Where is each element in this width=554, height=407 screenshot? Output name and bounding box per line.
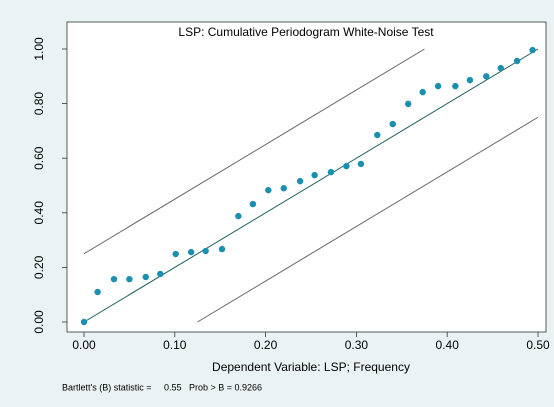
point [94, 288, 101, 296]
point [296, 177, 304, 185]
point [483, 73, 490, 80]
point [280, 185, 287, 192]
point [513, 57, 521, 65]
point [374, 131, 381, 139]
point [404, 100, 412, 108]
point [157, 270, 164, 278]
point [187, 248, 195, 256]
point [327, 168, 335, 176]
point [126, 275, 133, 283]
y-tick-label: 0.80 [32, 92, 46, 116]
point [311, 171, 318, 179]
x-tick-label: 0.30 [345, 338, 369, 352]
x-tick-label: 0.00 [72, 338, 96, 352]
y-tick-label: 0.40 [32, 201, 46, 225]
point [218, 245, 226, 253]
point [142, 273, 149, 281]
y-tick-label: 0.00 [32, 310, 46, 334]
point [202, 247, 209, 255]
x-tick-label: 0.10 [163, 338, 187, 352]
point [529, 46, 536, 54]
point [80, 318, 88, 326]
point [110, 275, 118, 283]
point [497, 64, 504, 72]
point [235, 212, 242, 220]
point [389, 120, 396, 128]
point [419, 88, 426, 96]
point [172, 250, 179, 258]
point [357, 160, 365, 168]
y-tick-label: 1.00 [32, 37, 46, 61]
reference-line [197, 116, 539, 323]
point [249, 200, 257, 208]
reference-line [83, 48, 425, 255]
x-tick-label: 0.40 [436, 338, 460, 352]
note: Bartlett's (B) statistic = 0.55 Prob > B… [62, 382, 262, 392]
point [466, 76, 474, 84]
y-tick-label: 0.60 [32, 146, 46, 170]
y-tick-label: 0.20 [32, 255, 46, 279]
x-tick-label: 0.50 [526, 338, 550, 352]
x-axis-label: Dependent Variable: LSP; Frequency [212, 360, 410, 374]
point [452, 82, 459, 90]
x-tick-label: 0.20 [254, 338, 278, 352]
point [434, 82, 442, 90]
point [265, 186, 272, 194]
point [343, 162, 350, 170]
plot-area [66, 21, 547, 333]
chart-title: LSP: Cumulative Periodogram White-Noise … [178, 25, 434, 39]
